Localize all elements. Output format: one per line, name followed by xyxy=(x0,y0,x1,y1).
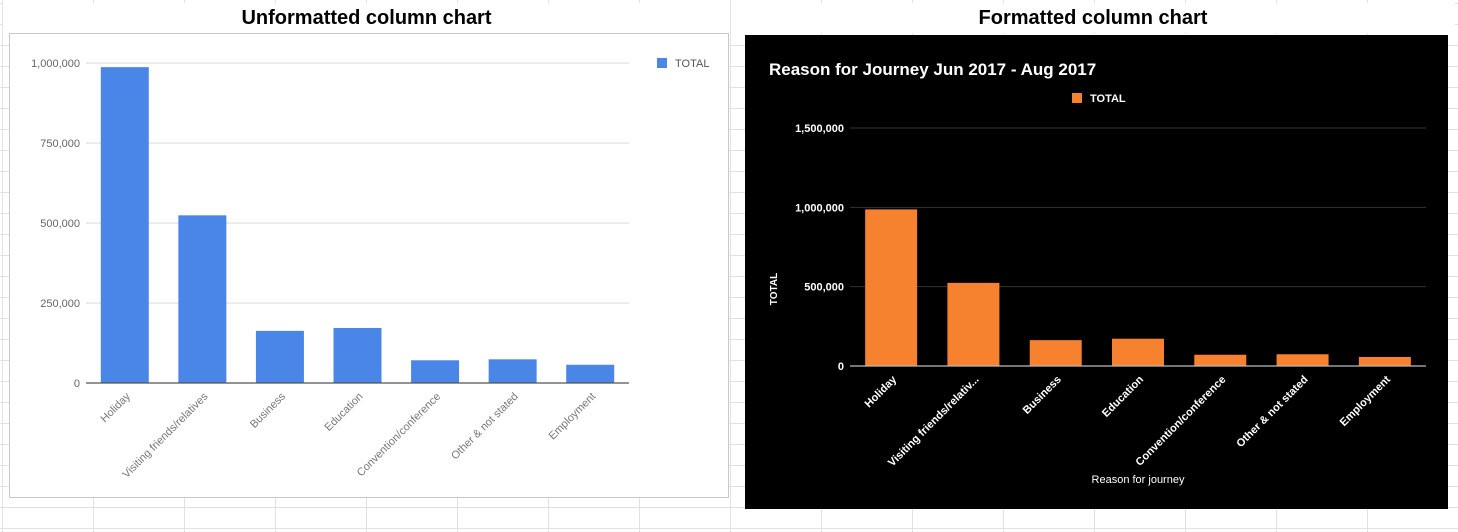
y-tick-label: 250,000 xyxy=(40,298,80,310)
bar xyxy=(178,215,227,383)
unformatted-column-chart[interactable]: 0 250,000 500,000 750,000 1,000,000 Holiday Vi… xyxy=(9,33,729,498)
bar xyxy=(865,209,918,366)
y-tick-label: 1,000,000 xyxy=(795,202,844,214)
y-tick-label: 0 xyxy=(74,378,80,390)
y-tick-label: 500,000 xyxy=(40,218,80,230)
y-tick-label: 1,500,000 xyxy=(795,123,844,135)
bar xyxy=(488,359,537,383)
bar xyxy=(1276,354,1329,366)
x-category-label: Visiting friends/relatives xyxy=(120,390,210,480)
bar xyxy=(100,67,149,383)
y-tick-label: 0 xyxy=(838,361,844,373)
bar xyxy=(1358,356,1411,366)
bar xyxy=(411,360,460,383)
y-tick-label: 500,000 xyxy=(804,282,844,294)
formatted-column-chart[interactable]: 0 500,000 1,000,000 1,500,000 Holiday Visitin… xyxy=(745,35,1448,509)
x-category-label: Visiting friends/relativ... xyxy=(886,374,982,470)
x-category-label: Other & not stated xyxy=(1234,374,1310,450)
x-category-label: Holiday xyxy=(863,373,900,410)
x-category-label: Education xyxy=(1100,373,1146,419)
formatted-chart-svg: 0 500,000 1,000,000 1,500,000 HolidayVisitin… xyxy=(769,60,1426,486)
chart-title: Reason for Journey Jun 2017 - Aug 2017 xyxy=(769,60,1096,79)
bar xyxy=(333,327,382,383)
x-category-label: Business xyxy=(1021,374,1064,417)
x-axis-title: Reason for journey xyxy=(1092,474,1185,486)
legend-label: TOTAL xyxy=(1090,93,1126,105)
x-category-label: Business xyxy=(248,390,288,430)
x-category-label: Employment xyxy=(1338,373,1393,428)
x-category-label: Convention/conference xyxy=(1133,374,1228,469)
bar xyxy=(1112,338,1164,366)
bar xyxy=(255,330,304,383)
y-tick-label: 750,000 xyxy=(40,138,80,150)
bar xyxy=(566,364,615,383)
legend-swatch xyxy=(657,58,667,68)
x-category-label: Employment xyxy=(547,391,599,443)
y-tick-label: 1,000,000 xyxy=(31,58,80,70)
x-category-label: Education xyxy=(323,391,366,434)
y-axis-title: TOTAL xyxy=(769,273,780,305)
legend-label: TOTAL xyxy=(675,58,709,70)
x-category-label: Convention/conference xyxy=(355,391,443,479)
x-category-label: Holiday xyxy=(98,390,133,425)
right-chart-header: Formatted column chart xyxy=(731,3,1455,33)
bar xyxy=(1194,354,1247,366)
unformatted-chart-svg: 0 250,000 500,000 750,000 1,000,000 HolidayVi… xyxy=(31,58,709,481)
bar xyxy=(947,282,1000,366)
bar xyxy=(1029,340,1082,366)
left-chart-header: Unformatted column chart xyxy=(3,3,730,33)
x-category-label: Other & not stated xyxy=(449,391,521,463)
legend-swatch xyxy=(1072,93,1082,103)
